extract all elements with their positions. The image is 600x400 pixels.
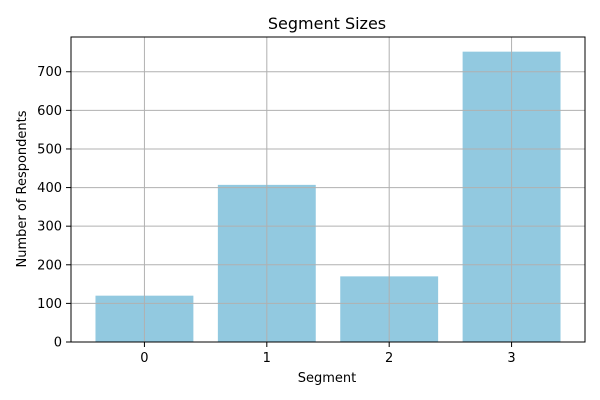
y-tick-label: 300 (37, 220, 62, 235)
y-tick-label: 400 (37, 181, 62, 196)
y-tick-label: 600 (37, 104, 62, 119)
y-tick-label: 0 (54, 336, 62, 351)
chart-title: Segment Sizes (268, 14, 386, 33)
x-tick-label: 3 (507, 351, 515, 366)
y-axis-ticks: 0 100 200 300 400 500 600 700 (37, 65, 71, 351)
y-tick-label: 100 (37, 297, 62, 312)
plot-frame (70, 36, 586, 343)
y-tick-label: 200 (37, 258, 62, 273)
y-axis-label: Number of Respondents (15, 110, 30, 267)
axes (70, 36, 586, 343)
x-tick-label: 0 (140, 351, 148, 366)
bars (95, 51, 561, 342)
x-axis-label: Segment (298, 371, 357, 386)
x-axis-ticks: 0 1 2 3 (140, 342, 516, 366)
y-tick-label: 500 (37, 142, 62, 157)
x-tick-label: 1 (263, 351, 271, 366)
y-tick-label: 700 (37, 65, 62, 80)
x-tick-label: 2 (385, 351, 393, 366)
